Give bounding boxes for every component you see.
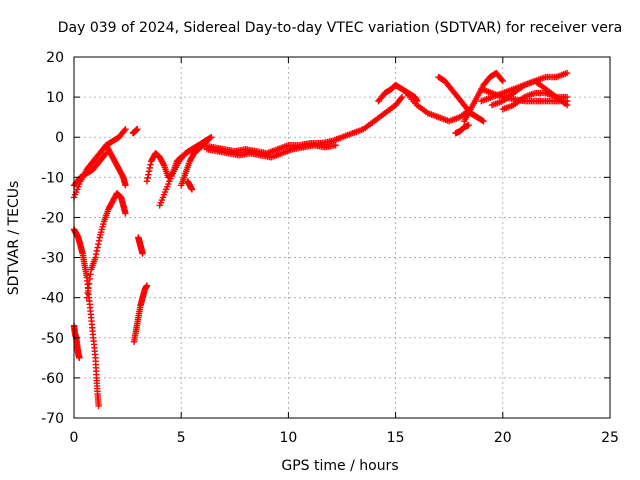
y-tick-label: -70 — [41, 411, 64, 427]
data-point — [85, 280, 93, 287]
y-axis-ticks: -70 -60 -50 -40 -30 -20 -10 0 10 20 — [41, 50, 610, 427]
y-tick-label: -10 — [41, 170, 64, 186]
data-point — [122, 182, 129, 189]
data-point — [92, 254, 99, 261]
data-point — [143, 282, 151, 289]
data-point — [208, 134, 215, 141]
series-arc-mid-d — [184, 178, 196, 193]
data-point — [134, 126, 141, 133]
data-point — [203, 138, 211, 145]
series-arc-low-dip — [70, 226, 102, 410]
data-point — [397, 95, 405, 102]
data-point — [84, 289, 91, 297]
x-tick-label: 15 — [387, 430, 405, 446]
series-arc-19-cross — [461, 69, 506, 125]
series-arc-rise-15 — [328, 93, 406, 145]
x-axis-label: GPS time / hours — [281, 458, 398, 474]
series-arc-18-low — [452, 121, 472, 137]
data-point — [94, 244, 101, 251]
x-tick-label: 20 — [494, 430, 512, 446]
series-arc-early-negative — [70, 322, 83, 362]
data-point — [121, 127, 128, 134]
series-arc-early-rise-a — [70, 126, 129, 201]
x-axis-ticks: 0 5 10 15 20 25 — [70, 57, 619, 446]
data-point — [498, 76, 505, 83]
series-arc-short-mid — [135, 234, 146, 257]
data-point — [145, 168, 153, 175]
data-point — [101, 151, 109, 158]
data-point — [563, 101, 571, 109]
x-tick-label: 5 — [177, 430, 186, 446]
data-point — [95, 237, 103, 245]
y-tick-label: -50 — [41, 331, 64, 347]
series-arc-recovery — [83, 190, 129, 301]
data-point — [85, 285, 92, 292]
data-point — [93, 247, 101, 255]
y-tick-label: -20 — [41, 210, 64, 226]
x-tick-label: 0 — [70, 430, 79, 446]
chart-title: Day 039 of 2024, Sidereal Day-to-day VTE… — [58, 20, 622, 36]
y-tick-label: 10 — [46, 90, 64, 106]
series-arc-plateau-b — [203, 142, 339, 161]
data-point — [480, 117, 487, 125]
data-point — [144, 174, 151, 182]
data-point — [95, 402, 102, 410]
y-tick-label: -40 — [41, 291, 64, 307]
data-point — [146, 164, 153, 172]
data-points — [70, 69, 571, 410]
data-point — [145, 171, 152, 178]
data-point — [139, 250, 146, 257]
series-arc-20-d — [499, 89, 571, 113]
data-point — [398, 93, 406, 101]
data-point — [499, 77, 506, 85]
series-arc-early-fall — [102, 142, 129, 189]
data-point — [122, 210, 129, 217]
y-tick-label: 20 — [46, 50, 64, 66]
data-point — [160, 160, 167, 168]
data-point — [86, 275, 93, 283]
data-point — [188, 186, 196, 193]
data-point — [92, 251, 100, 258]
y-tick-label: -60 — [41, 371, 64, 387]
data-point — [332, 142, 339, 149]
data-point — [147, 161, 154, 168]
y-tick-label: -30 — [41, 251, 64, 267]
y-axis-label: SDTVAR / TECUs — [6, 181, 22, 296]
series-arc-isolated — [129, 126, 141, 137]
series-arc-steep-small — [130, 282, 151, 345]
data-point — [122, 126, 129, 133]
data-point — [465, 121, 472, 129]
plot-frame — [73, 56, 611, 419]
data-point — [143, 178, 151, 185]
y-tick-label: 0 — [55, 130, 64, 146]
x-tick-label: 10 — [279, 430, 297, 446]
data-point — [563, 93, 571, 101]
data-point — [563, 69, 571, 77]
grid-lines — [74, 57, 610, 418]
series-arc-early-rise-b — [70, 150, 110, 189]
data-point — [95, 240, 102, 248]
data-point — [76, 354, 83, 362]
data-point — [87, 271, 94, 278]
data-point — [83, 294, 91, 301]
x-tick-label: 25 — [601, 430, 619, 446]
